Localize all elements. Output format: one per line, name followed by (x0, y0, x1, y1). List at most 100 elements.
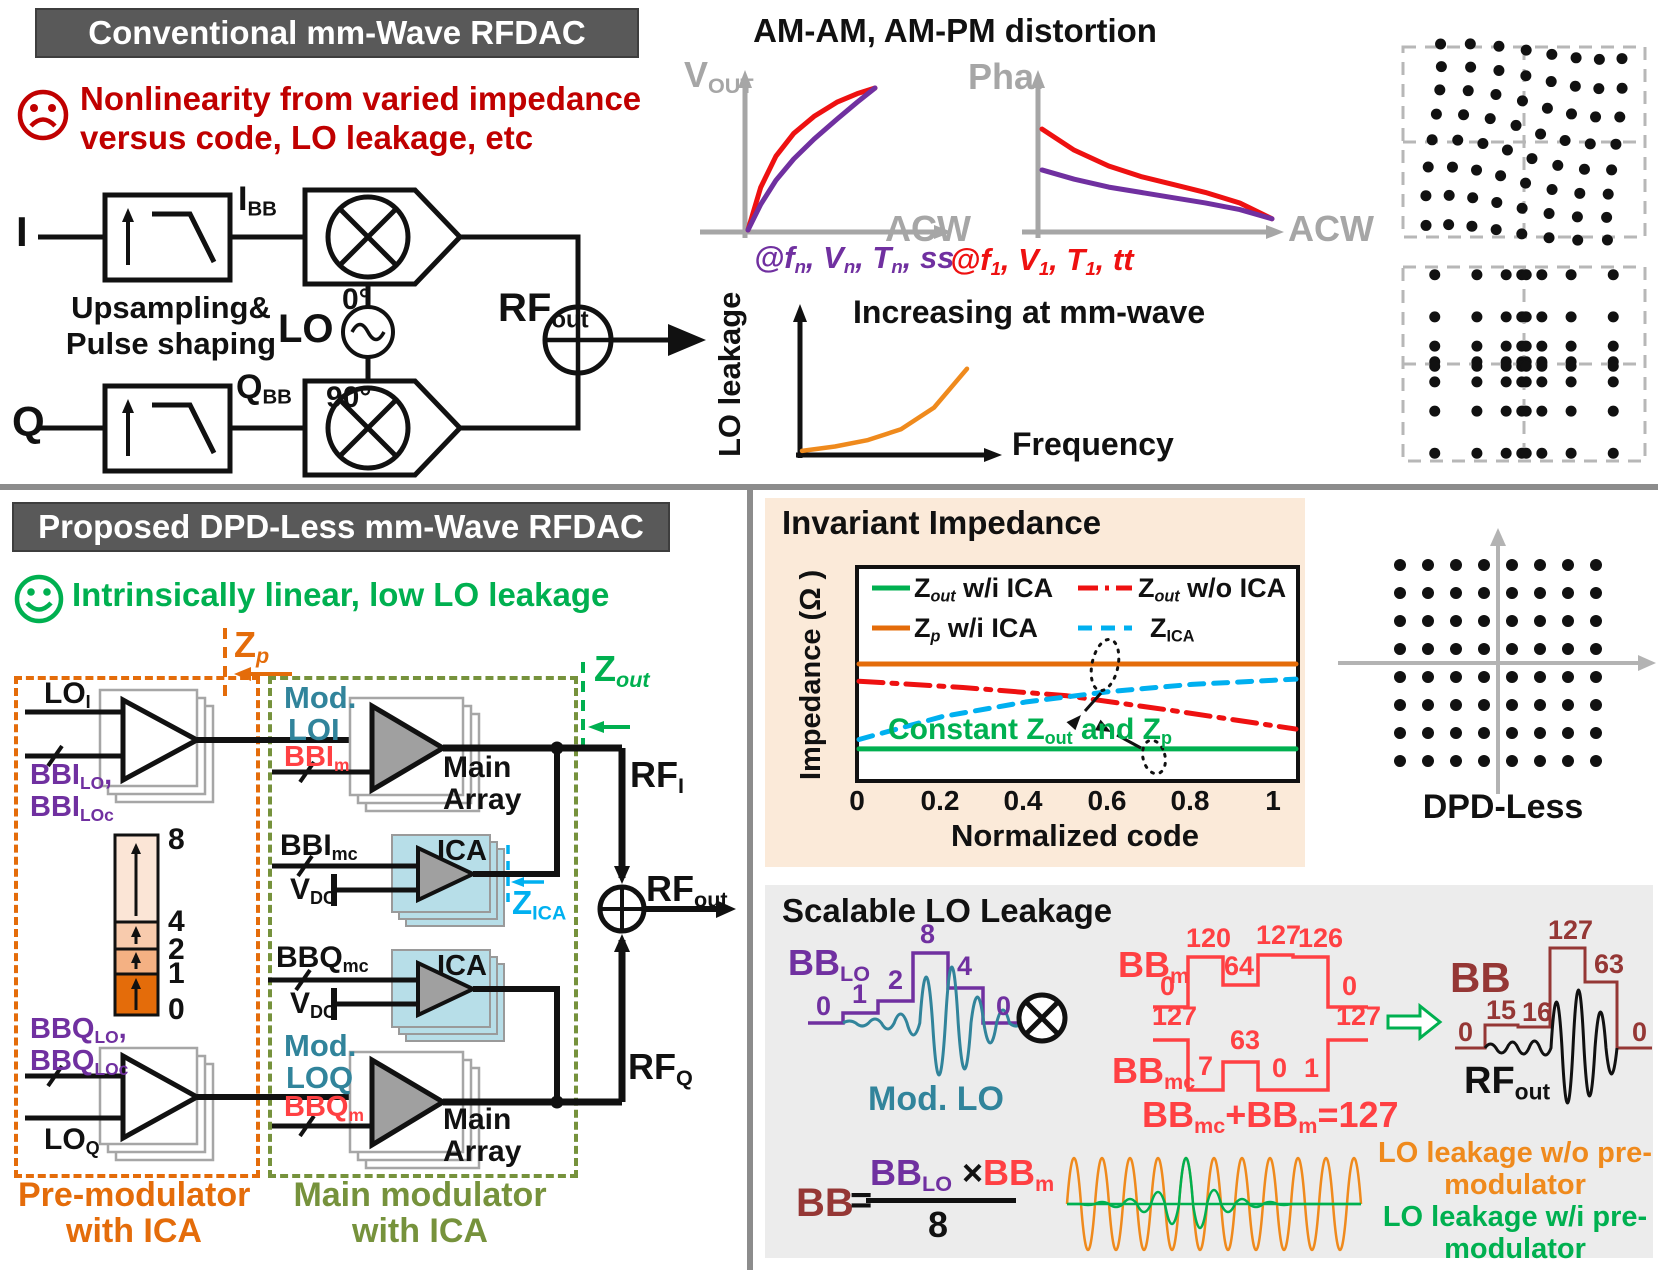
dpd-less-constellation-dots (1394, 559, 1602, 767)
bb-value-0a: 0 (1458, 1017, 1474, 1047)
dpd-less-constellation (1338, 528, 1656, 794)
bbm-value-0a: 0 (1160, 971, 1176, 1001)
scalable-panel-title: Scalable LO Leakage (782, 892, 1113, 929)
bb-value-15: 15 (1486, 995, 1517, 1025)
am-pm-plot (1022, 70, 1284, 239)
premod-amp-q-icon (98, 1046, 215, 1162)
bbqm-input (272, 1114, 372, 1138)
bbm-value-126: 126 (1298, 923, 1344, 953)
bbiloc-label: BBILOc (30, 791, 114, 825)
legend-zp-wi-ica: Zp w/i ICA (914, 613, 1038, 646)
vertical-divider (747, 490, 753, 1270)
bbimc-label: BBImc (280, 829, 358, 865)
bar-label-1: 1 (168, 957, 185, 990)
leakage-wo-label-line1: LO leakage w/o pre- (1378, 1137, 1652, 1169)
bb-step-envelope (1455, 946, 1652, 1050)
bb-label: BB (1450, 954, 1511, 1001)
leakage-comparison-waves (1065, 1156, 1363, 1252)
imp-xtick-06: 0.6 (1087, 785, 1127, 816)
bbmc-label: BBmc (1112, 1050, 1196, 1095)
main-amp-q-icon (348, 1050, 481, 1170)
main-array-q-label-line2: Array (443, 1135, 522, 1168)
happy-face-icon (14, 574, 64, 624)
formula-fraction-bar (866, 1198, 1016, 1203)
formula-bb: BB (796, 1181, 854, 1225)
scalable-rfout-label: RFout (1464, 1060, 1551, 1105)
qbb-label: QBB (236, 368, 292, 409)
formula-equals: = (850, 1180, 873, 1222)
bb-value-63: 63 (1594, 949, 1625, 979)
modlo-sine-wave (842, 965, 1024, 1077)
ica-block-i-icon (391, 834, 505, 927)
vout-axis-label: VOUT (684, 54, 754, 99)
main-modulator-label-line1: Main modulator (293, 1176, 547, 1214)
bar-label-2: 2 (168, 933, 185, 966)
mod-loi-label-line1: Mod. (284, 680, 357, 715)
lo-label: LO (278, 307, 334, 351)
bbqmc-input (268, 968, 418, 1020)
upsampling-label-line2: Pulse shaping (65, 326, 277, 361)
distorted-constellation (1401, 38, 1647, 246)
bbm-label: BBm (1118, 944, 1190, 989)
issue-text-line2: versus code, LO leakage, etc (80, 119, 534, 156)
main-array-i-label-line1: Main (443, 751, 512, 784)
bblo-waveform (808, 951, 1024, 1077)
leakage-wi-label-line1: LO leakage w/i pre- (1382, 1201, 1648, 1233)
imp-xtick-1: 1 (1265, 785, 1281, 816)
mod-loq-label-line2: LOQ (286, 1060, 354, 1095)
bar-label-0: 0 (168, 993, 185, 1026)
bbm-waveform (1153, 953, 1368, 1009)
bbm-value-0b: 0 (1342, 971, 1358, 1001)
bbimc-input (272, 854, 418, 906)
ica-i-label: ICA (437, 835, 487, 867)
bbmc-value-63: 63 (1230, 1025, 1261, 1055)
imp-xtick-02: 0.2 (920, 785, 960, 816)
impedance-chart (855, 565, 1300, 783)
lo-leakage-plot (793, 304, 1002, 462)
conventional-title: Conventional mm-Wave RFDAC (88, 14, 586, 51)
implies-arrow-icon (1386, 1002, 1443, 1042)
am-pm-curves (1039, 126, 1275, 222)
lo-leakage-curve (799, 366, 970, 454)
upsampling-block-i (102, 192, 233, 283)
summer-icon (542, 304, 614, 376)
lo-leakage-axis-label: LO leakage (712, 291, 747, 457)
phase-90-label: 90° (326, 381, 372, 414)
acw-axis-label-left: ACW (885, 208, 971, 249)
conventional-rfout-label: RFout (498, 286, 589, 334)
multiply-icon (1016, 992, 1068, 1044)
bbim-input (272, 760, 372, 784)
distorted-constellation-dots (1420, 38, 1628, 246)
rfout-arrowhead (668, 324, 706, 356)
vdc-q-label: VDC (290, 987, 337, 1023)
premod-amp-i-icon (98, 688, 215, 804)
input-q-label: Q (12, 398, 45, 445)
premodulator-box (14, 676, 260, 1178)
worst-condition-label: @f1, V1, T1, tt (950, 242, 1134, 280)
bbmc-value-7: 7 (1198, 1051, 1214, 1081)
mixer-q-icon (302, 378, 464, 478)
bblo-value-8: 8 (920, 919, 936, 949)
bbmc-plus-bbm-equation: BBmc+BBm=127 (1142, 1094, 1399, 1139)
main-array-i-label-line2: Array (443, 783, 522, 816)
ibb-label: IBB (238, 180, 277, 221)
bblo-value-0a: 0 (816, 991, 832, 1021)
main-array-q-label-line1: Main (443, 1103, 512, 1136)
input-i-label: I (16, 208, 28, 255)
bblo-value-0b: 0 (996, 991, 1012, 1021)
compressed-constellation-dots (1429, 269, 1619, 459)
proposed-summer-icon (597, 884, 647, 934)
bbqlo-label: BBQLO, (30, 1013, 127, 1047)
zp-label: Zp (234, 624, 270, 669)
conventional-circuit-diagram (38, 187, 706, 478)
segment-weight-bar (113, 833, 160, 1017)
premodulator-label-line1: Pre-modulator (18, 1176, 251, 1214)
bblo-value-2: 2 (888, 965, 904, 995)
frequency-axis-label: Frequency (1012, 426, 1174, 462)
leakage-wo-label-line2: modulator (1444, 1169, 1586, 1201)
bbm-value-127: 127 (1256, 920, 1302, 950)
bbm-value-120: 120 (1186, 923, 1232, 953)
bar-label-8: 8 (168, 823, 185, 856)
sad-face-icon (17, 89, 69, 141)
bbmc-waveform (1153, 1038, 1368, 1092)
